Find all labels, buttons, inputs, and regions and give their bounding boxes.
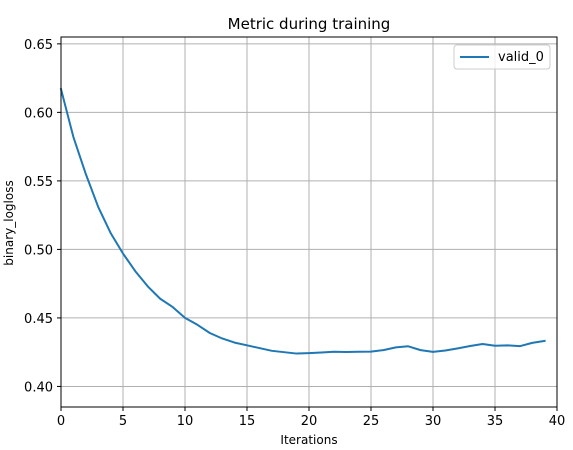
x-tick-label: 40 [549,414,566,429]
x-tick-label: 0 [57,414,65,429]
x-tick-label: 20 [301,414,318,429]
chart-title: Metric during training [228,15,391,33]
x-tick-label: 30 [425,414,442,429]
y-tick-label: 0.40 [24,380,53,395]
y-tick-label: 0.55 [24,175,53,190]
x-tick-label: 35 [487,414,504,429]
x-axis-label: Iterations [280,433,337,446]
y-tick-label: 0.65 [24,38,53,53]
y-tick-label: 0.45 [24,312,53,327]
x-tick-label: 10 [177,414,194,429]
legend-label-valid-0: valid_0 [498,50,544,65]
x-tick-label: 25 [363,414,380,429]
x-tick-label: 15 [239,414,256,429]
x-tick-label: 5 [119,414,127,429]
y-tick-label: 0.60 [24,106,53,121]
legend: valid_0 [454,45,550,69]
y-tick-label: 0.50 [24,243,53,258]
y-axis-label: binary_logloss [2,180,16,265]
